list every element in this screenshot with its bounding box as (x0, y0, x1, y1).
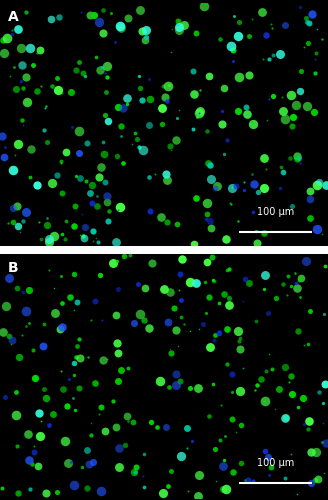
Text: A: A (8, 10, 19, 24)
Text: 100 μm: 100 μm (257, 458, 294, 468)
Text: B: B (8, 261, 19, 275)
Text: 100 μm: 100 μm (257, 207, 294, 217)
